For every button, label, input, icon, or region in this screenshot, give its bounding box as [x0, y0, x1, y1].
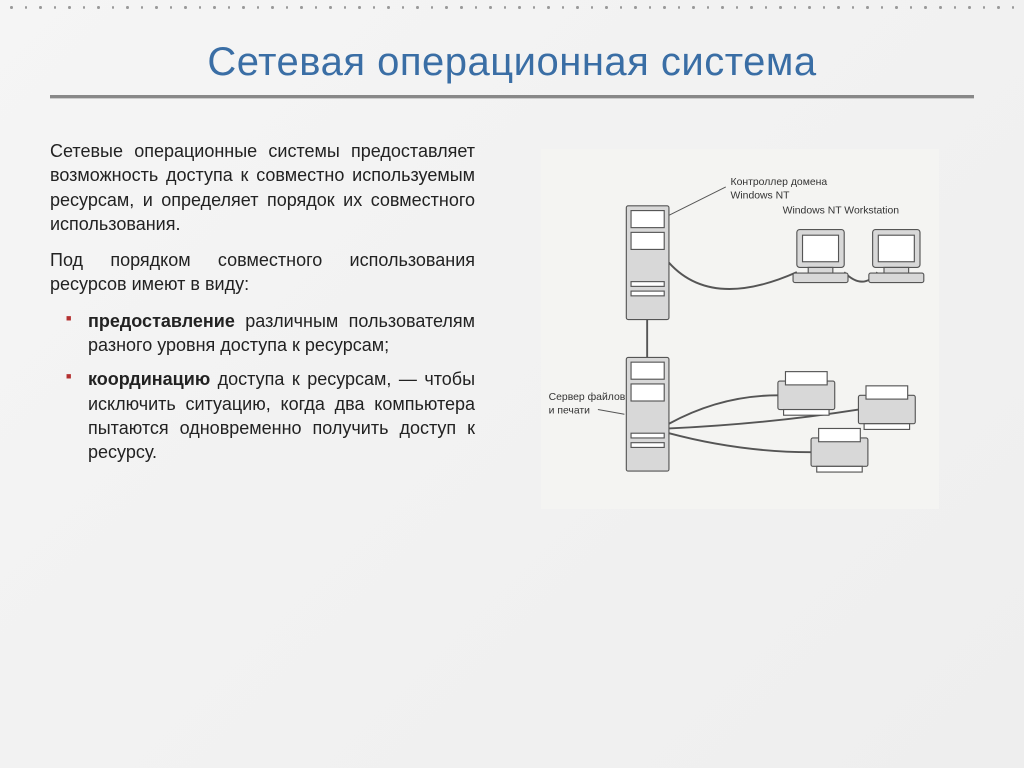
diagram-column: Контроллер домена Windows NT Windows NT … — [505, 139, 974, 509]
paragraph-2: Под порядком совместного использования р… — [50, 248, 475, 297]
diagram-svg: Контроллер домена Windows NT Windows NT … — [530, 149, 950, 509]
printer-icon — [858, 386, 915, 430]
server-tower-icon — [626, 206, 669, 320]
list-item: координацию доступа к ресурсам, — чтобы … — [88, 367, 475, 464]
paragraph-1: Сетевые операционные системы предоставля… — [50, 139, 475, 236]
list-item: предоставление различным пользователям р… — [88, 309, 475, 358]
text-column: Сетевые операционные системы предоставля… — [50, 139, 475, 509]
bullet-bold: координацию — [88, 369, 210, 389]
bullet-list: предоставление различным пользователям р… — [50, 309, 475, 465]
slide: Сетевая операционная система Сетевые опе… — [0, 0, 1024, 768]
decorative-dot-row — [10, 6, 1014, 9]
diagram-bg — [541, 149, 939, 509]
bullet-bold: предоставление — [88, 311, 235, 331]
server-tower-icon — [626, 357, 669, 471]
printer-icon — [811, 428, 868, 472]
slide-title: Сетевая операционная система — [50, 40, 974, 85]
network-diagram: Контроллер домена Windows NT Windows NT … — [530, 149, 950, 509]
workstation-icon — [868, 230, 923, 283]
workstation-icon — [793, 230, 848, 283]
title-divider — [50, 95, 974, 99]
printer-icon — [777, 372, 834, 416]
content-row: Сетевые операционные системы предоставля… — [50, 139, 974, 509]
label-workstation: Windows NT Workstation — [782, 205, 899, 216]
